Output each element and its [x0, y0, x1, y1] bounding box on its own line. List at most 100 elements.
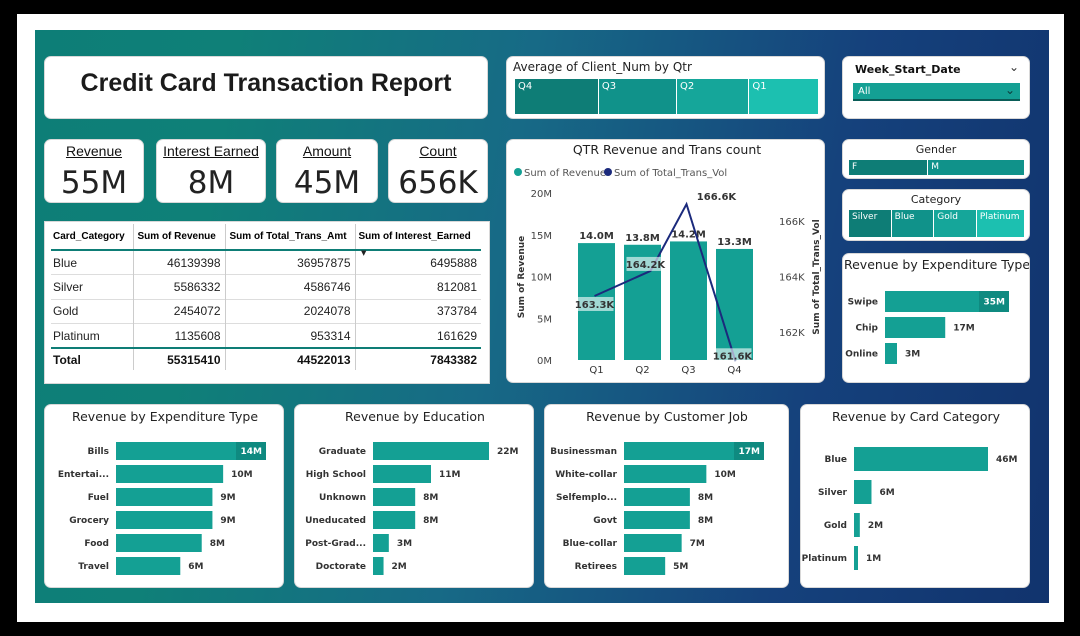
bar-data-label: 1M [866, 554, 881, 564]
week-dropdown[interactable]: All ⌄ [853, 83, 1020, 101]
bar[interactable] [116, 488, 213, 506]
chevron-down-icon[interactable]: ⌄ [1009, 60, 1020, 74]
bar[interactable] [624, 511, 690, 529]
line-label-bg[interactable] [697, 189, 736, 204]
line-label-bg[interactable] [626, 256, 665, 271]
bar[interactable] [885, 291, 1009, 312]
kpi-count-card[interactable]: Count 656K [388, 139, 488, 203]
qtr-combo-chart[interactable]: QTR Revenue and Trans count Sum of Revenu… [507, 140, 825, 383]
bar[interactable] [373, 488, 416, 506]
table-cell: Platinum [53, 328, 100, 343]
bar[interactable] [116, 442, 266, 460]
bar[interactable] [854, 513, 860, 537]
revenue-bar[interactable] [670, 241, 707, 360]
chart-title: Revenue by Expenditure Type [72, 409, 258, 424]
bar[interactable] [854, 480, 872, 504]
slicer-tile[interactable]: Q2 [677, 79, 750, 114]
bar[interactable] [624, 442, 764, 460]
x-tick-label: Q4 [727, 365, 741, 376]
table-row[interactable]: Silver 5586332 4586746 812081 [51, 274, 481, 299]
slicer-tile[interactable]: Gold [934, 210, 977, 237]
kpi-amount-card[interactable]: Amount 45M [276, 139, 378, 203]
category-label: Silver [818, 488, 848, 498]
qtr-slicer: Average of Client_Num by Qtr Q4 Q3 Q2 Q1 [506, 56, 825, 119]
bar-data-label: 7M [690, 539, 705, 549]
bar[interactable] [116, 511, 213, 529]
table-header[interactable]: Card_Category [53, 231, 125, 242]
chart-title: Revenue by Card Category [832, 409, 1001, 424]
bar[interactable] [373, 534, 389, 552]
category-label: Platinum [802, 554, 847, 564]
kpi-revenue-card[interactable]: Revenue 55M [44, 139, 144, 203]
bar[interactable] [885, 317, 946, 338]
bar-label-bg[interactable] [236, 442, 266, 460]
slicer-tile[interactable]: M [928, 160, 1025, 175]
bar[interactable] [116, 534, 202, 552]
chart-title: Revenue by Customer Job [586, 409, 748, 424]
slicer-tile[interactable]: Q4 [515, 79, 599, 114]
bar[interactable] [624, 465, 707, 483]
slicer-tile[interactable]: Blue [891, 210, 935, 237]
y-tick-label: 0M [537, 356, 552, 367]
kpi-interest-card[interactable]: Interest Earned 8M [156, 139, 266, 203]
bar-data-label: 17M [739, 447, 761, 457]
bar[interactable] [854, 447, 988, 471]
bar-data-label: 9M [220, 516, 235, 526]
exp-small-chart[interactable]: Revenue by Expenditure Type Swipe 35M Chip 1… [843, 254, 1030, 383]
table-header[interactable]: Sum of Total_Trans_Amt [224, 224, 355, 250]
bar-data-label: 14M [241, 447, 263, 457]
table-total-row[interactable]: Total 55315410 44522013 7843382 [51, 348, 481, 370]
bar[interactable] [624, 534, 682, 552]
bar-data-label: 8M [423, 493, 438, 503]
table-cell: 161629 [354, 323, 481, 348]
bar[interactable] [624, 557, 666, 575]
bar[interactable] [116, 465, 224, 483]
bar-data-label: 10M [231, 470, 253, 480]
category-slicer: Category Silver Blue Gold Platinum [842, 189, 1030, 241]
bar[interactable] [854, 546, 858, 570]
line-label-bg[interactable] [575, 296, 614, 311]
kpi-label: Amount [302, 143, 352, 159]
y-tick-label: 5M [537, 314, 552, 325]
bar-data-label: 17M [953, 324, 975, 334]
table-body: Blue 46139398 36957875 6495888 Silver 5586332… [51, 250, 481, 370]
table-row[interactable]: Blue 46139398 36957875 6495888 [51, 250, 481, 275]
legend-label: Sum of Total_Trans_Vol [614, 168, 727, 179]
category-label: Retirees [575, 562, 617, 572]
revenue-bar[interactable] [716, 248, 753, 360]
bar-label-bg[interactable] [734, 442, 764, 460]
card-chart[interactable]: Revenue by Card Category Blue 46M Silver 6M G… [801, 405, 1030, 588]
bar[interactable] [373, 465, 431, 483]
table-total-cell: 55315410 [132, 348, 225, 370]
slicer-tile[interactable]: Q1 [749, 79, 819, 114]
table-header[interactable]: Sum of Interest_Earned [354, 224, 481, 250]
slicer-tile[interactable]: Platinum [976, 210, 1025, 237]
bar[interactable] [373, 557, 384, 575]
legend-marker[interactable] [514, 168, 522, 176]
bar-label-bg[interactable] [979, 291, 1009, 312]
kpi-label: Interest Earned [163, 143, 259, 159]
y2-tick-label: 162K [779, 328, 805, 339]
table-row[interactable]: Platinum 1135608 953314 161629 [51, 323, 481, 348]
table-row[interactable]: Gold 2454072 2024078 373784 [51, 299, 481, 324]
exp-chart[interactable]: Revenue by Expenditure Type Bills 14M Enter… [45, 405, 284, 588]
bar-data-label: 14.2M [671, 229, 706, 240]
table-cell: Gold [53, 304, 79, 319]
edu-chart-card: Revenue by Education Graduate 22M High Scho… [294, 404, 534, 588]
legend-marker[interactable] [604, 168, 612, 176]
slicer-tile[interactable]: Q3 [598, 79, 677, 114]
qtr-combo-chart-card: QTR Revenue and Trans count Sum of Revenu… [506, 139, 825, 383]
bar[interactable] [885, 343, 897, 364]
bar[interactable] [373, 511, 416, 529]
bar[interactable] [116, 557, 181, 575]
sort-desc-icon[interactable]: ▼ [361, 249, 367, 257]
job-chart[interactable]: Revenue by Customer Job Businessman 17M Whi… [545, 405, 789, 588]
slicer-tile[interactable]: Silver [849, 210, 892, 237]
bar[interactable] [624, 488, 690, 506]
edu-chart[interactable]: Revenue by Education Graduate 22M High Scho… [295, 405, 534, 588]
table-header[interactable]: Sum of Revenue [132, 224, 225, 250]
bar-data-label: 8M [698, 516, 713, 526]
bar[interactable] [373, 442, 489, 460]
line-label-bg[interactable] [713, 348, 752, 363]
slicer-tile[interactable]: F [849, 160, 929, 175]
